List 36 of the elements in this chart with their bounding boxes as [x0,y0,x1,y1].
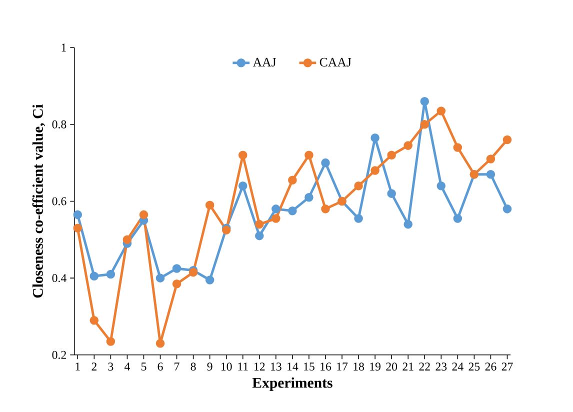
x-tick-label: 6 [158,362,163,370]
x-axis-title: Experiments [252,377,332,391]
x-tick-label: 7 [174,362,180,370]
x-tick-label: 4 [124,362,130,370]
x-tick-label: 10 [221,362,232,370]
x-tick-label: 14 [288,362,298,370]
x-tick-label: 8 [190,362,196,370]
x-tick-label: 21 [402,362,414,370]
legend-label: AAJ [252,58,276,66]
x-tick-label: 3 [108,362,114,370]
x-tick-label: 5 [141,362,146,370]
x-tick-label: 19 [370,362,380,370]
y-tick-label: 0.4 [52,274,66,282]
x-tick-label: 23 [436,362,447,370]
x-tick-label: 18 [354,362,364,370]
x-tick-label: 16 [320,362,332,370]
x-tick-label: 22 [419,362,430,370]
x-tick-label: 25 [468,362,480,370]
y-tick-label: 0.8 [52,120,66,128]
x-tick-label: 17 [337,362,348,370]
x-tick-label: 11 [238,362,248,370]
y-tick-label: 0.6 [52,197,66,206]
legend-label: CAAJ [320,58,352,66]
x-tick-label: 1 [76,362,80,370]
x-tick-label: 20 [386,362,398,370]
x-tick-label: 15 [304,362,314,370]
y-tick-label: 0.2 [52,350,66,359]
x-tick-label: 26 [485,362,496,370]
x-tick-label: 27 [502,362,513,370]
y-axis-title: Closeness co-efficient value, Ci [32,104,46,298]
x-tick-label: 2 [92,362,96,370]
x-tick-label: 24 [452,362,464,370]
x-tick-label: 12 [254,362,265,370]
x-tick-label: 13 [271,362,282,370]
x-tick-label: 9 [207,362,212,370]
y-tick-label: 1 [62,43,66,52]
